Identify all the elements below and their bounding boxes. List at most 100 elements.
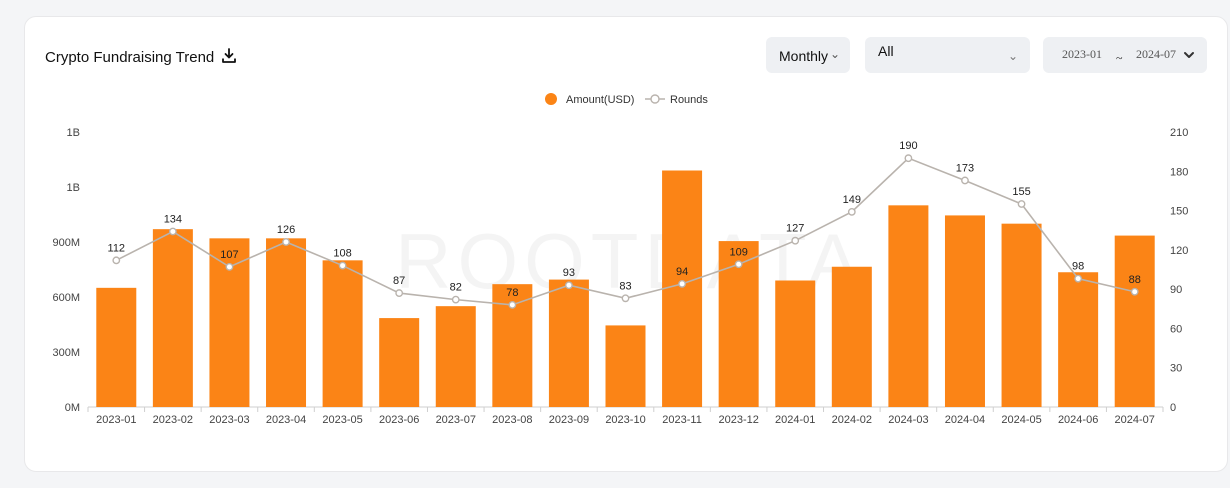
bar[interactable] xyxy=(1114,235,1155,407)
line-point[interactable] xyxy=(678,280,686,288)
line-point-label: 82 xyxy=(450,282,462,294)
line-point[interactable] xyxy=(508,300,517,309)
line-point-label: 107 xyxy=(220,249,238,261)
bar[interactable] xyxy=(96,287,137,407)
line-point[interactable] xyxy=(451,295,460,304)
legend-line-label[interactable]: Rounds xyxy=(670,94,708,106)
line-point-label: 78 xyxy=(506,287,518,299)
line-point[interactable] xyxy=(338,261,347,270)
line-point-label: 134 xyxy=(164,214,182,226)
bar[interactable] xyxy=(662,170,703,408)
bar[interactable] xyxy=(831,266,872,407)
x-tick-label: 2024-05 xyxy=(1001,414,1041,426)
line-point[interactable] xyxy=(734,260,743,269)
x-tick-label: 2023-08 xyxy=(492,414,532,426)
bar[interactable] xyxy=(944,215,985,407)
y-left-tick-label: 1B xyxy=(67,127,80,139)
x-tick-label: 2023-06 xyxy=(379,414,419,426)
legend-bar-marker[interactable] xyxy=(545,93,557,105)
legend-line-point xyxy=(650,94,660,104)
range-end[interactable]: 2024-07 xyxy=(1136,47,1176,61)
bar[interactable] xyxy=(266,238,307,407)
y-right-tick-label: 180 xyxy=(1170,166,1188,178)
line-point[interactable] xyxy=(791,236,800,245)
date-range-picker[interactable]: 2023-01 ~ 2024-07 xyxy=(1043,37,1207,73)
bar[interactable] xyxy=(322,260,363,407)
bar[interactable] xyxy=(379,318,420,407)
chart-title: Crypto Fundraising Trend xyxy=(45,49,215,66)
y-right-tick-label: 30 xyxy=(1170,363,1182,375)
line-point-label: 155 xyxy=(1012,186,1030,198)
line-point[interactable] xyxy=(847,207,856,216)
line-point-label: 190 xyxy=(899,140,917,152)
bar[interactable] xyxy=(605,325,646,407)
chevron-down-icon: ⌄ xyxy=(1007,49,1018,63)
range-separator: ~ xyxy=(1116,51,1123,65)
bar[interactable] xyxy=(1001,223,1042,407)
x-tick-label: 2023-10 xyxy=(605,414,645,426)
line-point-label: 98 xyxy=(1072,261,1084,273)
line-point[interactable] xyxy=(225,262,234,271)
y-right-tick-label: 210 xyxy=(1170,127,1188,139)
x-tick-label: 2024-03 xyxy=(888,414,928,426)
y-right-tick-label: 90 xyxy=(1170,284,1182,296)
line-point[interactable] xyxy=(565,281,573,290)
x-tick-label: 2024-07 xyxy=(1115,414,1155,426)
line-point[interactable] xyxy=(1130,287,1139,296)
legend: Amount(USD) Rounds xyxy=(545,93,708,106)
y-right-tick-label: 150 xyxy=(1170,206,1188,218)
x-tick-label: 2024-04 xyxy=(945,414,985,426)
axes: 0M 300M 600M 900M 1B 1B 0 30 60 90 120 150 180 210 202… xyxy=(52,127,1188,426)
line-point[interactable] xyxy=(395,289,404,297)
x-tick-label: 2024-06 xyxy=(1058,414,1098,426)
x-tick-label: 2023-09 xyxy=(549,414,589,426)
line-point[interactable] xyxy=(621,294,630,303)
y-left-tick-label: 1B xyxy=(67,182,80,194)
bar[interactable] xyxy=(152,229,193,407)
line-point[interactable] xyxy=(1017,200,1026,208)
x-tick-label: 2023-02 xyxy=(153,414,193,426)
category-select[interactable]: All ⌄ xyxy=(865,37,1030,73)
line-point-label: 94 xyxy=(676,266,688,278)
x-tick-label: 2023-12 xyxy=(718,414,758,426)
chevron-down-icon xyxy=(1184,52,1194,58)
chevron-down-icon: ⌄ xyxy=(829,47,840,61)
bar[interactable] xyxy=(888,205,929,407)
download-icon[interactable] xyxy=(221,48,237,64)
x-tick-label: 2024-01 xyxy=(775,414,815,426)
line-point[interactable] xyxy=(961,176,969,185)
line-point[interactable] xyxy=(112,256,121,265)
y-left-tick-label: 600M xyxy=(52,292,80,304)
line-point-label: 126 xyxy=(277,224,295,236)
line-series: 112 134 107 126 108 87 82 78 93 83 94 109 127 149 190 1… xyxy=(108,140,1141,309)
x-tick-label: 2023-11 xyxy=(662,414,702,426)
x-tick-label: 2024-02 xyxy=(832,414,872,426)
x-tick-label: 2023-03 xyxy=(209,414,249,426)
bar[interactable] xyxy=(548,279,589,407)
category-select-value: All xyxy=(878,43,894,59)
line-point[interactable] xyxy=(282,238,290,246)
line-point-label: 108 xyxy=(333,248,351,260)
line-point-label: 87 xyxy=(393,275,405,287)
line-point[interactable] xyxy=(904,154,913,163)
y-right-tick-label: 0 xyxy=(1170,402,1176,414)
bar[interactable] xyxy=(775,280,816,408)
period-select[interactable]: Monthly ⌄ xyxy=(766,37,850,73)
y-right-tick-label: 120 xyxy=(1170,245,1188,257)
line-point[interactable] xyxy=(168,227,177,236)
y-right-tick-label: 60 xyxy=(1170,323,1182,335)
line-point-label: 109 xyxy=(729,246,747,258)
range-start[interactable]: 2023-01 xyxy=(1062,47,1102,61)
line-point[interactable] xyxy=(1074,274,1083,283)
bar[interactable] xyxy=(1058,272,1099,407)
x-tick-label: 2023-07 xyxy=(436,414,476,426)
legend-bar-label[interactable]: Amount(USD) xyxy=(566,94,634,106)
bar[interactable] xyxy=(435,306,476,407)
y-left-tick-label: 0M xyxy=(65,402,80,414)
y-left-tick-label: 300M xyxy=(52,347,80,359)
line-point-label: 88 xyxy=(1129,274,1141,286)
line-point-label: 83 xyxy=(619,280,631,292)
y-left-tick-label: 900M xyxy=(52,237,80,249)
line-point-label: 173 xyxy=(956,162,974,174)
